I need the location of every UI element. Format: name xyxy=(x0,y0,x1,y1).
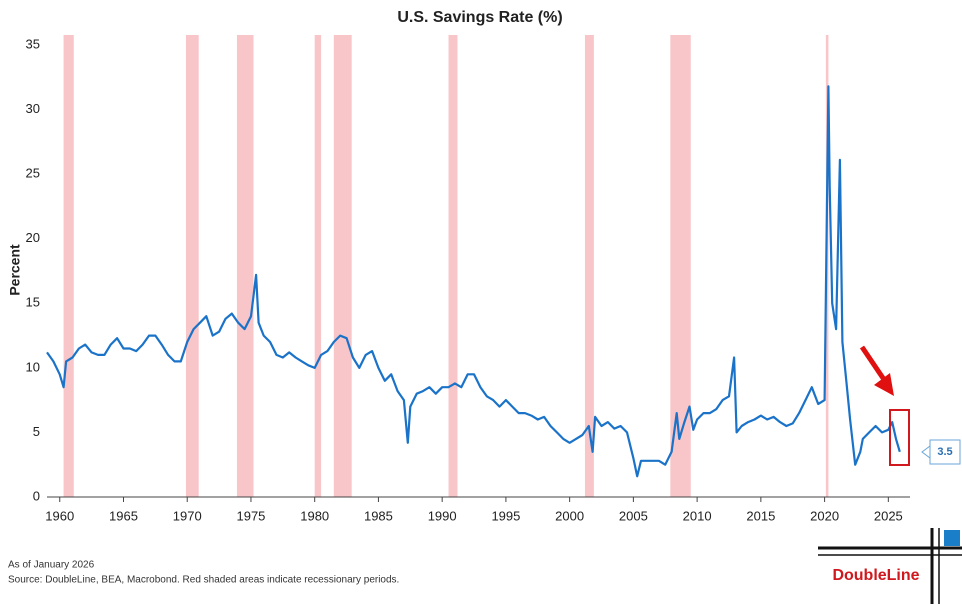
y-tick-label: 30 xyxy=(26,101,40,116)
x-tick-label: 2015 xyxy=(746,508,775,523)
callout-box xyxy=(929,439,961,465)
x-tick-label: 2020 xyxy=(810,508,839,523)
x-tick-label: 1975 xyxy=(236,508,265,523)
recession-band xyxy=(185,35,199,497)
recession-band xyxy=(63,35,74,497)
series-line xyxy=(46,85,901,478)
note: As of January 2026 xyxy=(8,560,95,571)
x-tick-label: 1995 xyxy=(491,508,520,523)
recession-band xyxy=(670,35,691,497)
callout-label: 3.5 xyxy=(937,446,952,458)
callout-pointer xyxy=(921,445,931,459)
x-tick-label: 2000 xyxy=(555,508,584,523)
arrow-shaft xyxy=(859,345,888,383)
x-tick-label: 1960 xyxy=(45,508,74,523)
y-tick-label: 5 xyxy=(33,424,40,439)
x-tick-label: 1990 xyxy=(428,508,457,523)
x-tick-label: 2005 xyxy=(619,508,648,523)
recession-band xyxy=(236,35,254,497)
source: Source: DoubleLine, BEA, Macrobond. Red … xyxy=(8,575,399,586)
y-tick-label: 10 xyxy=(26,359,40,374)
logo-square xyxy=(944,530,960,546)
y-axis-label: Percent xyxy=(7,244,23,296)
recession-band xyxy=(333,35,352,497)
x-tick-label: 1970 xyxy=(173,508,202,523)
x-tick-label: 2010 xyxy=(683,508,712,523)
x-tick-label: 1965 xyxy=(109,508,138,523)
y-tick-label: 15 xyxy=(26,295,40,310)
chart-title: U.S. Savings Rate (%) xyxy=(397,9,562,26)
recession-band xyxy=(584,35,594,497)
x-tick-label: 1985 xyxy=(364,508,393,523)
x-tick-label: 2025 xyxy=(874,508,903,523)
recession-band xyxy=(448,35,458,497)
y-tick-label: 20 xyxy=(26,230,40,245)
y-tick-label: 0 xyxy=(33,488,40,503)
logo-text: DoubleLine xyxy=(832,567,919,584)
y-tick-label: 35 xyxy=(26,36,40,51)
arrow-head xyxy=(874,373,894,396)
recession-band xyxy=(314,35,322,497)
highlight-box xyxy=(889,409,910,466)
y-tick-label: 25 xyxy=(26,166,40,181)
x-tick-label: 1980 xyxy=(300,508,329,523)
